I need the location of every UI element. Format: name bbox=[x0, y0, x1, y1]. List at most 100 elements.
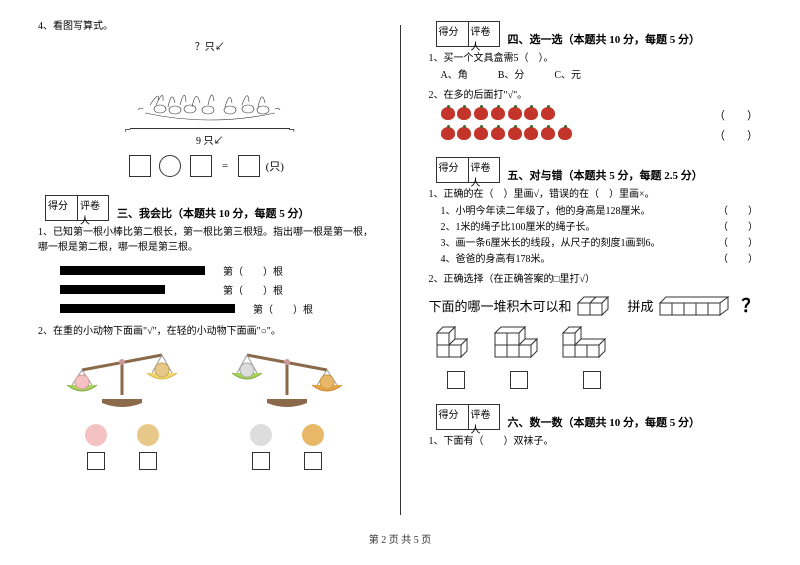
q4-equation: = (只) bbox=[30, 155, 380, 177]
score-cell-score-6[interactable]: 得分 bbox=[436, 404, 468, 430]
section3-title: 三、我会比（本题共 10 分，每题 5 分） bbox=[117, 195, 310, 221]
balance-scale-right-icon bbox=[217, 345, 357, 415]
apple-icon bbox=[524, 127, 538, 140]
pig-icon bbox=[85, 424, 107, 446]
animal-monkey-group bbox=[137, 424, 159, 473]
equation-box-1[interactable] bbox=[129, 155, 151, 177]
q4-title: 4、看图写算式。 bbox=[38, 19, 380, 34]
checkbox-block-3[interactable] bbox=[583, 371, 601, 389]
scales-container bbox=[40, 345, 370, 473]
bar-label-3[interactable]: 第（ ）根 bbox=[253, 301, 313, 316]
s5-item: 2、1米的绳子比100厘米的绳子长。（ ） bbox=[441, 220, 771, 236]
apple-icon bbox=[541, 107, 555, 120]
checkbox-block-2[interactable] bbox=[510, 371, 528, 389]
section5-q2: 2、正确选择（在正确答案的□里打√） bbox=[429, 272, 771, 287]
block-option-3 bbox=[557, 325, 627, 392]
deer-illustration bbox=[130, 55, 290, 125]
section3-score-box: 得分 评卷人 三、我会比（本题共 10 分，每题 5 分） bbox=[45, 195, 380, 221]
section5-title: 五、对与错（本题共 5 分，每题 2.5 分） bbox=[508, 157, 703, 183]
q2-text: 下面的哪一堆积木可以和 bbox=[429, 296, 572, 315]
section4-q1: 1、买一个文具盒需5（ ）。 bbox=[429, 51, 771, 66]
result-block-icon bbox=[658, 291, 738, 319]
block-option-1 bbox=[431, 325, 481, 392]
bar-3 bbox=[60, 304, 235, 313]
section3-q1: 1、已知第一根小棒比第二根长，第一根比第三根短。指出哪一根是第一根，哪一根是第二… bbox=[38, 225, 380, 255]
rabbit-icon bbox=[250, 424, 272, 446]
column-divider bbox=[400, 25, 401, 515]
checkbox-block-1[interactable] bbox=[447, 371, 465, 389]
paren-answer[interactable]: （ ） bbox=[718, 236, 758, 252]
checkbox-rabbit[interactable] bbox=[252, 452, 270, 470]
bar-row-2: 第（ ）根 bbox=[60, 280, 380, 299]
apple-icon bbox=[474, 127, 488, 140]
score-cell-score-5[interactable]: 得分 bbox=[436, 157, 468, 183]
paren-apples-2[interactable]: （ ） bbox=[714, 127, 758, 143]
section5-score-box: 得分 评卷人 五、对与错（本题共 5 分，每题 2.5 分） bbox=[436, 157, 771, 183]
apple-icon bbox=[441, 107, 455, 120]
paren-answer[interactable]: （ ） bbox=[718, 252, 758, 268]
equation-box-2[interactable] bbox=[190, 155, 212, 177]
blocks-options bbox=[431, 325, 761, 392]
score-cell-grader[interactable]: 评卷人 bbox=[77, 195, 109, 221]
q4-top-label: ？只↙ bbox=[60, 38, 360, 53]
score-cell-score[interactable]: 得分 bbox=[45, 195, 77, 221]
right-column: 得分 评卷人 四、选一选（本题共 10 分，每题 5 分） 1、买一个文具盒需5… bbox=[421, 15, 771, 525]
bar-1 bbox=[60, 266, 205, 275]
apple-icon bbox=[491, 107, 505, 120]
monkey-icon bbox=[137, 424, 159, 446]
apples-row-1: （ ） bbox=[441, 107, 771, 123]
checkbox-tiger[interactable] bbox=[304, 452, 322, 470]
apple-icon bbox=[524, 107, 538, 120]
bar-row-1: 第（ ）根 bbox=[60, 261, 380, 280]
bar-label-2[interactable]: 第（ ）根 bbox=[223, 282, 283, 297]
checkbox-pig[interactable] bbox=[87, 452, 105, 470]
apple-icon bbox=[558, 127, 572, 140]
s5-item: 1、小明今年读二年级了，他的身高是128厘米。（ ） bbox=[441, 204, 771, 220]
q4-bottom-label: 9 只↙ bbox=[60, 132, 360, 147]
paren-answer[interactable]: （ ） bbox=[718, 204, 758, 220]
page-layout: 4、看图写算式。 ？只↙ ⌐ ¬ 9 只↙ bbox=[30, 15, 770, 525]
section6-score-box: 得分 评卷人 六、数一数（本题共 10 分，每题 5 分） bbox=[436, 404, 771, 430]
balance-scale-left-icon bbox=[52, 345, 192, 415]
score-cell-score-4[interactable]: 得分 bbox=[436, 21, 468, 47]
animal-pig-group bbox=[85, 424, 107, 473]
score-cell-grader-6[interactable]: 评卷人 bbox=[468, 404, 500, 430]
equation-operator[interactable] bbox=[159, 155, 181, 177]
section6-q1: 1、下面有（ ）双袜子。 bbox=[429, 434, 771, 449]
apple-icon bbox=[508, 107, 522, 120]
equation-unit: (只) bbox=[266, 161, 284, 173]
block-stack-2-icon bbox=[489, 325, 549, 365]
bar-label-1[interactable]: 第（ ）根 bbox=[223, 263, 283, 278]
target-block-icon bbox=[576, 291, 624, 319]
bar-2 bbox=[60, 285, 165, 294]
apple-icon bbox=[541, 127, 555, 140]
section4-q1-options: A、角 B、分 C、元 bbox=[441, 68, 771, 84]
page-footer: 第 2 页 共 5 页 bbox=[30, 531, 770, 546]
animal-rabbit-group bbox=[250, 424, 272, 473]
q4-figure: ？只↙ ⌐ ¬ 9 只↙ bbox=[60, 38, 360, 147]
checkbox-monkey[interactable] bbox=[139, 452, 157, 470]
apple-icon bbox=[441, 127, 455, 140]
apple-icon bbox=[491, 127, 505, 140]
animals-left bbox=[42, 424, 202, 473]
section4-q2: 2、在多的后面打"√"。 bbox=[429, 88, 771, 103]
section4-score-box: 得分 评卷人 四、选一选（本题共 10 分，每题 5 分） bbox=[436, 21, 771, 47]
left-column: 4、看图写算式。 ？只↙ ⌐ ¬ 9 只↙ bbox=[30, 15, 380, 525]
apple-icon bbox=[474, 107, 488, 120]
equation-box-3[interactable] bbox=[238, 155, 260, 177]
s5-item: 3、画一条6厘米长的线段，从尺子的刻度1画到6。（ ） bbox=[441, 236, 771, 252]
q2-suffix: 拼成 bbox=[628, 296, 654, 315]
score-cell-grader-4[interactable]: 评卷人 bbox=[468, 21, 500, 47]
block-option-2 bbox=[489, 325, 549, 392]
paren-answer[interactable]: （ ） bbox=[718, 220, 758, 236]
section5-q2-prompt: 下面的哪一堆积木可以和 拼成 ？ bbox=[429, 291, 763, 319]
apple-icon bbox=[457, 107, 471, 120]
paren-apples-1[interactable]: （ ） bbox=[714, 107, 758, 123]
section3-q2: 2、在重的小动物下面画"√"，在轻的小动物下面画"○"。 bbox=[38, 324, 380, 339]
score-cell-grader-5[interactable]: 评卷人 bbox=[468, 157, 500, 183]
block-stack-3-icon bbox=[557, 325, 627, 365]
bar-row-3: 第（ ）根 bbox=[60, 299, 380, 318]
apple-icon bbox=[508, 127, 522, 140]
scale-left bbox=[42, 345, 202, 473]
animal-tiger-group bbox=[302, 424, 324, 473]
